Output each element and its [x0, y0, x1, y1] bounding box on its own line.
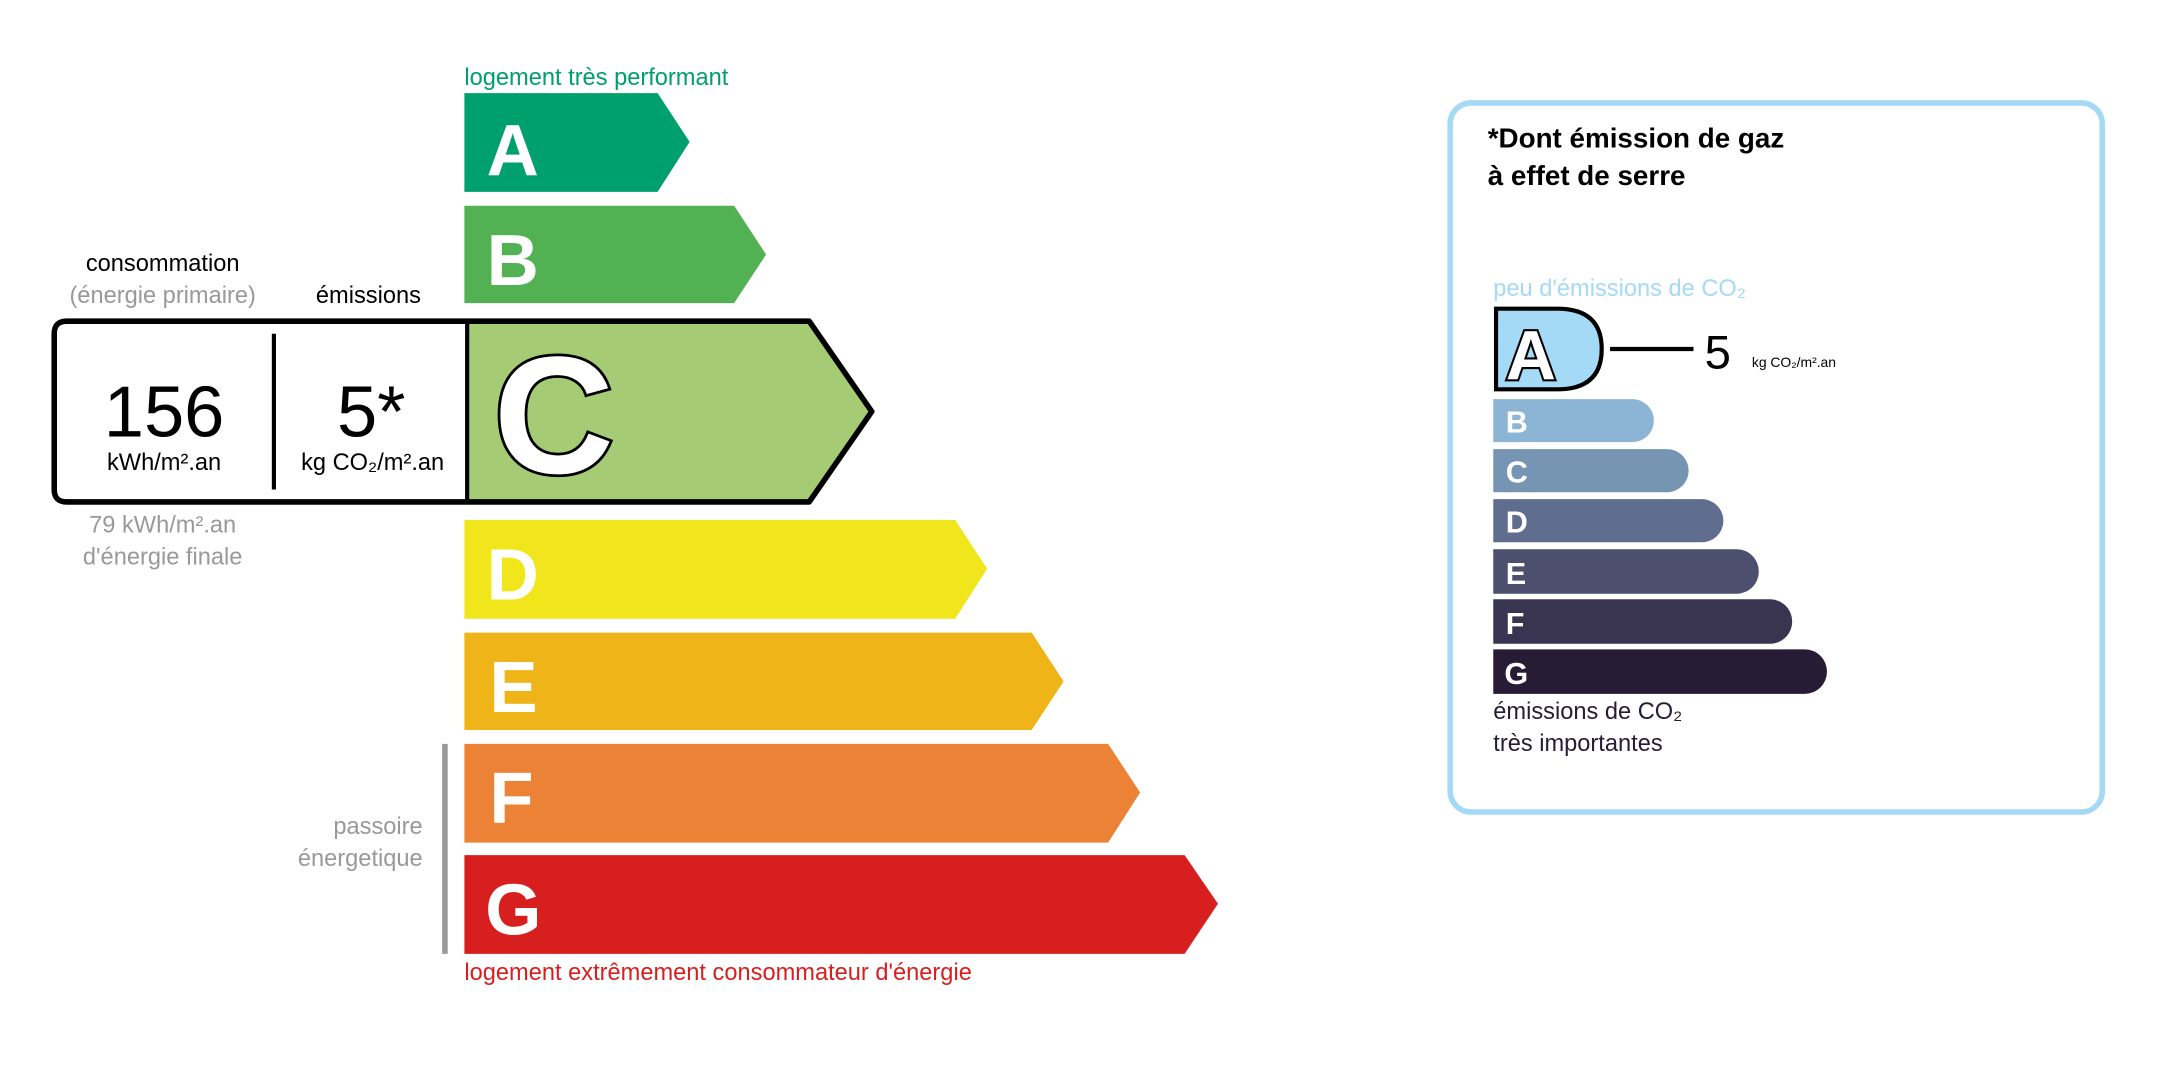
ges-letter-d: D	[1506, 506, 1528, 540]
ges-bar-d	[1493, 499, 1724, 543]
ges-bar-f	[1493, 599, 1793, 644]
consumption-subtitle: (énergie primaire)	[69, 283, 255, 309]
final-energy-label: d'énergie finale	[83, 545, 243, 571]
ges-bar-e	[1493, 549, 1759, 594]
energy-bar-a	[464, 93, 690, 192]
energy-bar-b	[464, 205, 767, 304]
ges-letter-b: B	[1506, 405, 1528, 439]
energy-bar-e	[464, 632, 1064, 730]
ges-bar-b	[1493, 399, 1654, 443]
emissions-unit: kg CO₂/m².an	[301, 450, 444, 476]
ges-title-1: *Dont émission de gaz	[1488, 122, 1785, 153]
ges-letter-c: C	[1506, 455, 1528, 489]
energy-letter-c: C	[494, 323, 614, 509]
energy-bar-g	[464, 855, 1218, 954]
ges-top-label: peu d'émissions de CO₂	[1493, 276, 1746, 302]
consumption-title: consommation	[86, 251, 240, 277]
emissions-title: émissions	[316, 283, 421, 309]
energy-bar-d	[464, 520, 988, 619]
emissions-value: 5*	[337, 373, 405, 453]
energy-letter-d: D	[487, 535, 539, 615]
energy-letter-g: G	[485, 870, 541, 950]
ges-letter-a: A	[1506, 317, 1556, 395]
energy-top-label: logement très performant	[464, 65, 728, 91]
ges-bottom-label-2: très importantes	[1493, 731, 1662, 757]
ges-unit: kg CO₂/m².an	[1752, 354, 1836, 370]
consumption-value: 156	[104, 373, 225, 453]
passoire-label-2: énergetique	[298, 846, 423, 872]
final-energy-value: 79 kWh/m².an	[89, 513, 236, 539]
ges-bottom-label-1: émissions de CO₂	[1493, 699, 1682, 725]
ges-bars: B C D E F G	[1493, 399, 1827, 694]
energy-bar-f	[464, 743, 1141, 843]
ges-value: 5	[1705, 326, 1731, 379]
ges-bar-g	[1493, 649, 1827, 694]
energy-bar-c	[467, 321, 872, 502]
ges-bar-a	[1493, 306, 1604, 392]
ges-letter-e: E	[1506, 557, 1526, 591]
consumption-unit: kWh/m².an	[107, 450, 221, 476]
energy-letter-a: A	[487, 111, 539, 191]
energy-letter-b: B	[487, 221, 539, 301]
ges-title-2: à effet de serre	[1488, 160, 1686, 191]
ges-bar-c	[1493, 449, 1689, 493]
passoire-label-1: passoire	[333, 814, 422, 840]
energy-bottom-label: logement extrêmement consommateur d'éner…	[464, 960, 971, 986]
ges-letter-f: F	[1506, 607, 1525, 641]
ges-letter-g: G	[1504, 657, 1528, 691]
energy-letter-f: F	[489, 759, 533, 839]
current-class-frame	[51, 318, 875, 505]
energy-letter-e: E	[489, 648, 537, 728]
